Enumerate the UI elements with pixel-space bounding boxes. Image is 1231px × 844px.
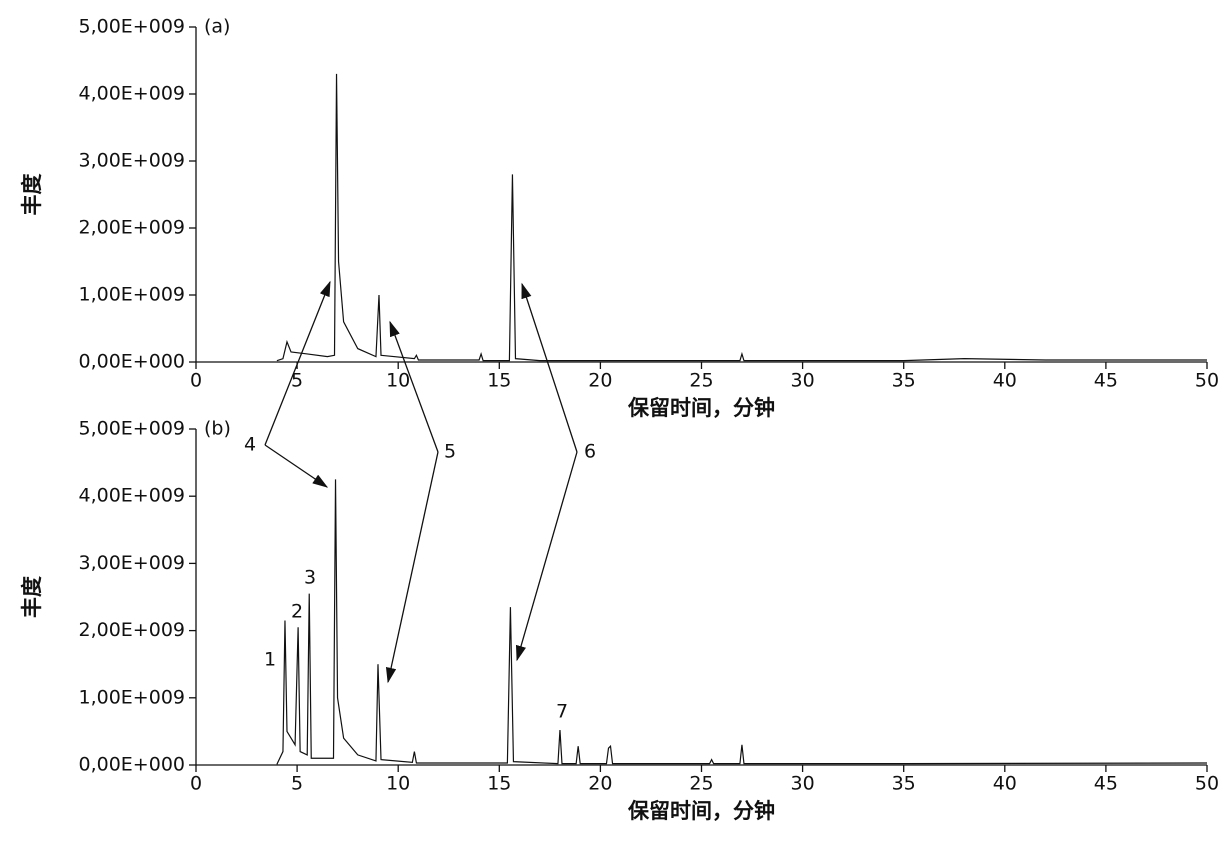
y-tick-label: 5,00E+009 [79, 16, 186, 38]
y-tick-label: 1,00E+009 [79, 284, 186, 306]
panel-label: (a) [204, 16, 230, 38]
x-tick-label: 0 [190, 773, 202, 795]
x-axis-label: 保留时间，分钟 [627, 396, 775, 420]
x-tick-label: 20 [588, 370, 612, 392]
x-tick-label: 30 [791, 370, 815, 392]
x-tick-label: 35 [892, 773, 916, 795]
y-tick-label: 4,00E+009 [79, 83, 186, 105]
y-tick-label: 0,00E+000 [79, 754, 186, 776]
x-tick-label: 40 [993, 773, 1017, 795]
x-tick-label: 20 [588, 773, 612, 795]
peak-annotation: 2 [291, 601, 303, 623]
x-tick-label: 45 [1094, 773, 1118, 795]
x-tick-label: 40 [993, 370, 1017, 392]
x-tick-label: 10 [386, 773, 410, 795]
panel-label: (b) [204, 418, 231, 440]
y-tick-label: 2,00E+009 [79, 217, 186, 239]
x-tick-label: 25 [689, 773, 713, 795]
y-tick-label: 2,00E+009 [79, 619, 186, 641]
annotation-arrows [264, 280, 578, 684]
x-tick-label: 10 [386, 370, 410, 392]
y-tick-label: 0,00E+000 [79, 351, 186, 373]
x-axis-label: 保留时间，分钟 [627, 799, 775, 823]
peak-annotation: 5 [444, 441, 456, 463]
y-tick-label: 3,00E+009 [79, 552, 186, 574]
x-tick-label: 5 [291, 773, 303, 795]
chromatogram-line [276, 73, 1207, 362]
x-tick-label: 50 [1195, 370, 1219, 392]
x-tick-label: 25 [689, 370, 713, 392]
peak-annotation: 3 [304, 567, 316, 589]
x-tick-label: 30 [791, 773, 815, 795]
y-tick-label: 4,00E+009 [79, 485, 186, 507]
peak-annotation: 6 [584, 441, 596, 463]
x-tick-label: 35 [892, 370, 916, 392]
x-tick-label: 50 [1195, 773, 1219, 795]
x-tick-label: 5 [291, 370, 303, 392]
peak-annotation: 1 [264, 649, 276, 671]
x-tick-label: 45 [1094, 370, 1118, 392]
y-axis-label: 丰度 [20, 174, 44, 216]
peak-annotation: 4 [244, 434, 256, 456]
y-tick-label: 5,00E+009 [79, 418, 186, 440]
x-tick-label: 15 [487, 370, 511, 392]
peak-annotation: 7 [556, 701, 568, 723]
y-axis-label: 丰度 [20, 576, 44, 618]
chromatogram-line [276, 479, 1208, 765]
y-tick-label: 1,00E+009 [79, 686, 186, 708]
x-tick-label: 0 [190, 370, 202, 392]
y-tick-label: 3,00E+009 [79, 150, 186, 172]
x-tick-label: 15 [487, 773, 511, 795]
